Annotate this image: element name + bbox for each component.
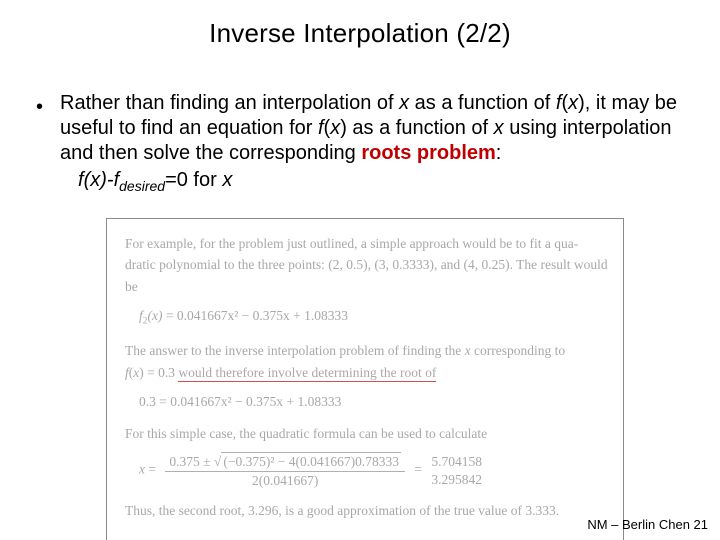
- example-p1: For example, for the problem just outlin…: [125, 233, 609, 298]
- example-p2c-px: (x): [129, 365, 144, 380]
- eq-xvar: x: [222, 169, 232, 191]
- eq1-rhs: = 0.041667x² − 0.375x + 1.08333: [162, 308, 348, 323]
- example-p2a: The answer to the inverse interpolation …: [125, 343, 465, 358]
- var-x-inner-2: x: [330, 117, 340, 139]
- var-x: x: [399, 92, 409, 114]
- slide-title: Inverse Interpolation (2/2): [0, 0, 720, 49]
- eq-x: x: [90, 169, 100, 191]
- example-p4: Thus, the second root, 3.296, is a good …: [125, 500, 609, 522]
- example-p2: The answer to the inverse interpolation …: [125, 340, 609, 383]
- eq3-num-a: 0.375 ±: [169, 454, 214, 469]
- example-p2b: corresponding to: [471, 343, 565, 358]
- slide-body: • Rather than finding an interpolation o…: [0, 49, 720, 540]
- example-eq3: x = 0.375 ± √(−0.375)² − 4(0.041667)0.78…: [139, 452, 609, 489]
- example-eq2: 0.3 = 0.041667x² − 0.375x + 1.08333: [139, 391, 609, 413]
- eq3-den: 2(0.041667): [165, 472, 405, 490]
- example-eq1: f2(x) = 0.041667x² − 0.375x + 1.08333: [139, 305, 609, 330]
- eq3-frac: 0.375 ± √(−0.375)² − 4(0.041667)0.78333 …: [165, 452, 405, 489]
- example-p1a: For example, for the problem just outlin…: [125, 236, 578, 251]
- eq3-r2: 3.295842: [431, 472, 482, 487]
- bullet-dot: •: [36, 97, 43, 117]
- fn-px-2: (x): [324, 117, 347, 139]
- eq3-eq2: =: [414, 462, 425, 477]
- example-p3: For this simple case, the quadratic form…: [125, 423, 609, 445]
- bullet-paragraph: • Rather than finding an interpolation o…: [36, 91, 684, 196]
- footer: NM – Berlin Chen 21: [587, 517, 708, 532]
- example-p2d: = 0.3: [144, 365, 179, 380]
- eq-sub: desired: [119, 178, 165, 194]
- roots-problem: roots problem: [361, 142, 495, 164]
- example-p1b: dratic polynomial to the three points: (…: [125, 257, 608, 294]
- fn-px: (x): [561, 92, 584, 114]
- eq-rest: =0 for: [165, 169, 222, 191]
- eq3-eq: =: [145, 462, 159, 477]
- var-x-2: x: [494, 117, 504, 139]
- equation-line: f(x)-fdesired=0 for x: [60, 168, 684, 196]
- var-x-inner: x: [568, 92, 578, 114]
- eq3-r1: 5.704158: [431, 454, 482, 469]
- bullet-text-1: Rather than finding an interpolation of: [60, 92, 399, 114]
- bullet-text-2: as a function of: [409, 92, 556, 114]
- example-p2c-x: x: [133, 365, 139, 380]
- eq-px: (x): [84, 169, 107, 191]
- slide: Inverse Interpolation (2/2) • Rather tha…: [0, 0, 720, 540]
- eq1-px: (x): [147, 308, 162, 323]
- bullet-text-4: as a function of: [347, 117, 494, 139]
- eq3-results: 5.704158 3.295842: [431, 453, 482, 488]
- bullet-colon: :: [496, 142, 502, 164]
- eq3-num: 0.375 ± √(−0.375)² − 4(0.041667)0.78333: [165, 452, 405, 472]
- eq3-rad: √: [214, 454, 221, 469]
- eq3-under-sqrt: (−0.375)² − 4(0.041667)0.78333: [221, 452, 401, 471]
- example-p2-underlined: would therefore involve determining the …: [178, 365, 436, 382]
- example-box: For example, for the problem just outlin…: [106, 218, 624, 540]
- eq-dash: -: [107, 169, 114, 191]
